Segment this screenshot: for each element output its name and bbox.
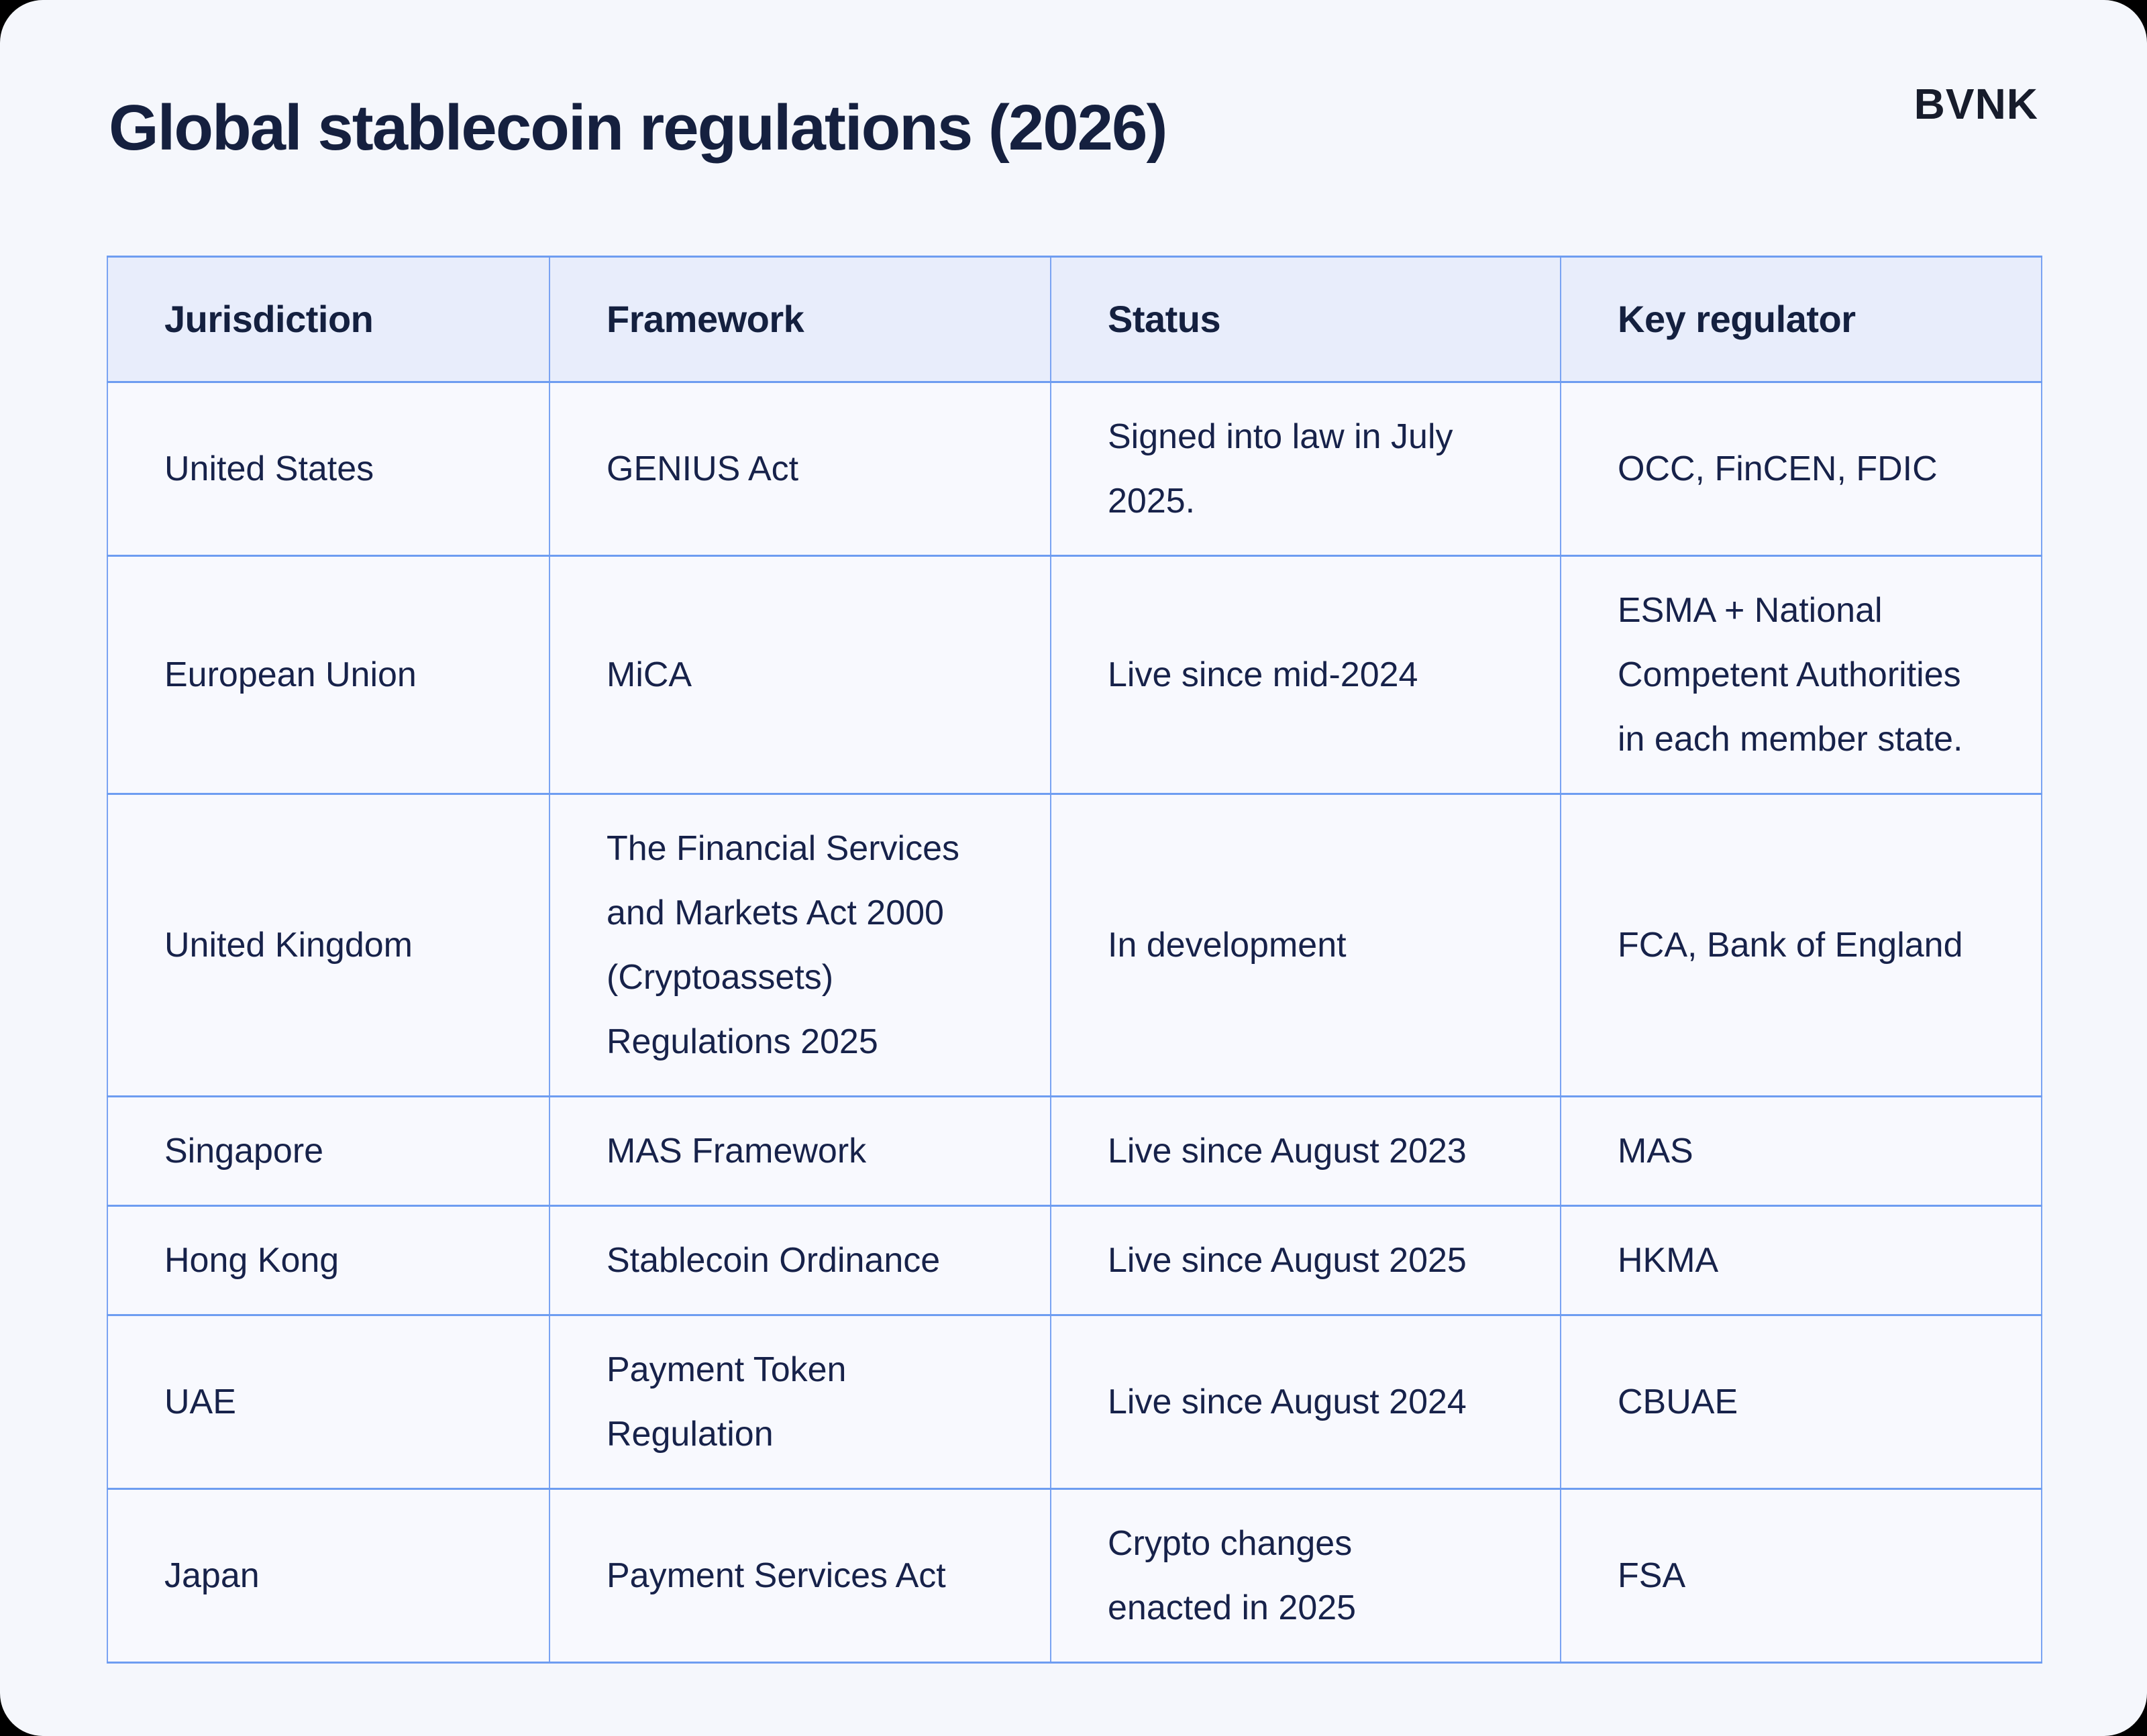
- cell-status: Signed into law in July 2025.: [1050, 381, 1561, 557]
- cell-status: Live since August 2024: [1050, 1314, 1561, 1490]
- cell-key-regulator: FCA, Bank of England: [1560, 793, 2042, 1097]
- cell-status: Crypto changes enacted in 2025: [1050, 1488, 1561, 1664]
- table-row: Japan Payment Services Act Crypto change…: [107, 1488, 2042, 1664]
- cell-key-regulator: HKMA: [1560, 1205, 2042, 1316]
- cell-status: Live since August 2025: [1050, 1205, 1561, 1316]
- header-row: Jurisdiction Framework Status Key regula…: [107, 256, 2042, 383]
- regulations-table: Jurisdiction Framework Status Key regula…: [107, 256, 2042, 1664]
- cell-framework: Stablecoin Ordinance: [549, 1205, 1051, 1316]
- column-header-jurisdiction: Jurisdiction: [107, 256, 550, 383]
- cell-jurisdiction: United States: [107, 381, 550, 557]
- cell-jurisdiction: Hong Kong: [107, 1205, 550, 1316]
- cell-jurisdiction: Singapore: [107, 1095, 550, 1207]
- cell-jurisdiction: European Union: [107, 555, 550, 795]
- cell-framework: Payment Services Act: [549, 1488, 1051, 1664]
- page-title: Global stablecoin regulations (2026): [109, 92, 1167, 164]
- cell-jurisdiction: Japan: [107, 1488, 550, 1664]
- cell-key-regulator: OCC, FinCEN, FDIC: [1560, 381, 2042, 557]
- cell-key-regulator: ESMA + National Competent Authorities in…: [1560, 555, 2042, 795]
- column-header-key-regulator: Key regulator: [1560, 256, 2042, 383]
- cell-framework: MiCA: [549, 555, 1051, 795]
- cell-framework: Payment Token Regulation: [549, 1314, 1051, 1490]
- cell-status: In development: [1050, 793, 1561, 1097]
- cell-key-regulator: FSA: [1560, 1488, 2042, 1664]
- column-header-framework: Framework: [549, 256, 1051, 383]
- cell-key-regulator: MAS: [1560, 1095, 2042, 1207]
- bvnk-logo: BVNK: [1914, 80, 2038, 128]
- table-row: United Kingdom The Financial Services an…: [107, 793, 2042, 1097]
- table-row: UAE Payment Token Regulation Live since …: [107, 1314, 2042, 1490]
- table-row: Singapore MAS Framework Live since Augus…: [107, 1095, 2042, 1207]
- cell-jurisdiction: United Kingdom: [107, 793, 550, 1097]
- table-row: European Union MiCA Live since mid-2024 …: [107, 555, 2042, 795]
- table-row: Hong Kong Stablecoin Ordinance Live sinc…: [107, 1205, 2042, 1316]
- cell-framework: MAS Framework: [549, 1095, 1051, 1207]
- cell-status: Live since mid-2024: [1050, 555, 1561, 795]
- column-header-status: Status: [1050, 256, 1561, 383]
- cell-framework: GENIUS Act: [549, 381, 1051, 557]
- cell-framework: The Financial Services and Markets Act 2…: [549, 793, 1051, 1097]
- cell-status: Live since August 2023: [1050, 1095, 1561, 1207]
- cell-jurisdiction: UAE: [107, 1314, 550, 1490]
- table-row: United States GENIUS Act Signed into law…: [107, 381, 2042, 557]
- cell-key-regulator: CBUAE: [1560, 1314, 2042, 1490]
